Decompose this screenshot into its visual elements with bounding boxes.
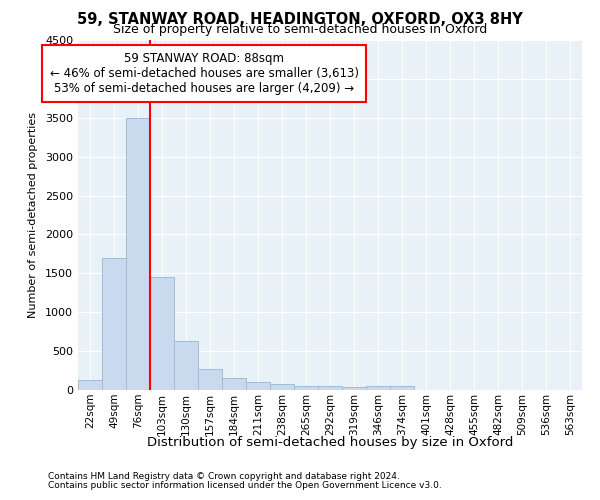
Bar xyxy=(150,277,174,390)
Text: Distribution of semi-detached houses by size in Oxford: Distribution of semi-detached houses by … xyxy=(147,436,513,449)
Text: 59 STANWAY ROAD: 88sqm
← 46% of semi-detached houses are smaller (3,613)
53% of : 59 STANWAY ROAD: 88sqm ← 46% of semi-det… xyxy=(49,52,359,94)
Bar xyxy=(198,370,222,390)
Y-axis label: Number of semi-detached properties: Number of semi-detached properties xyxy=(28,112,38,318)
Bar xyxy=(222,378,246,390)
Bar xyxy=(78,380,102,390)
Text: 59, STANWAY ROAD, HEADINGTON, OXFORD, OX3 8HY: 59, STANWAY ROAD, HEADINGTON, OXFORD, OX… xyxy=(77,12,523,28)
Bar xyxy=(366,386,390,390)
Bar xyxy=(246,382,270,390)
Text: Contains public sector information licensed under the Open Government Licence v3: Contains public sector information licen… xyxy=(48,481,442,490)
Bar xyxy=(294,386,318,390)
Bar xyxy=(102,258,126,390)
Bar xyxy=(126,118,150,390)
Text: Size of property relative to semi-detached houses in Oxford: Size of property relative to semi-detach… xyxy=(113,22,487,36)
Bar xyxy=(342,388,366,390)
Bar xyxy=(390,386,414,390)
Bar xyxy=(318,386,342,390)
Bar xyxy=(174,342,198,390)
Bar xyxy=(270,384,294,390)
Text: Contains HM Land Registry data © Crown copyright and database right 2024.: Contains HM Land Registry data © Crown c… xyxy=(48,472,400,481)
